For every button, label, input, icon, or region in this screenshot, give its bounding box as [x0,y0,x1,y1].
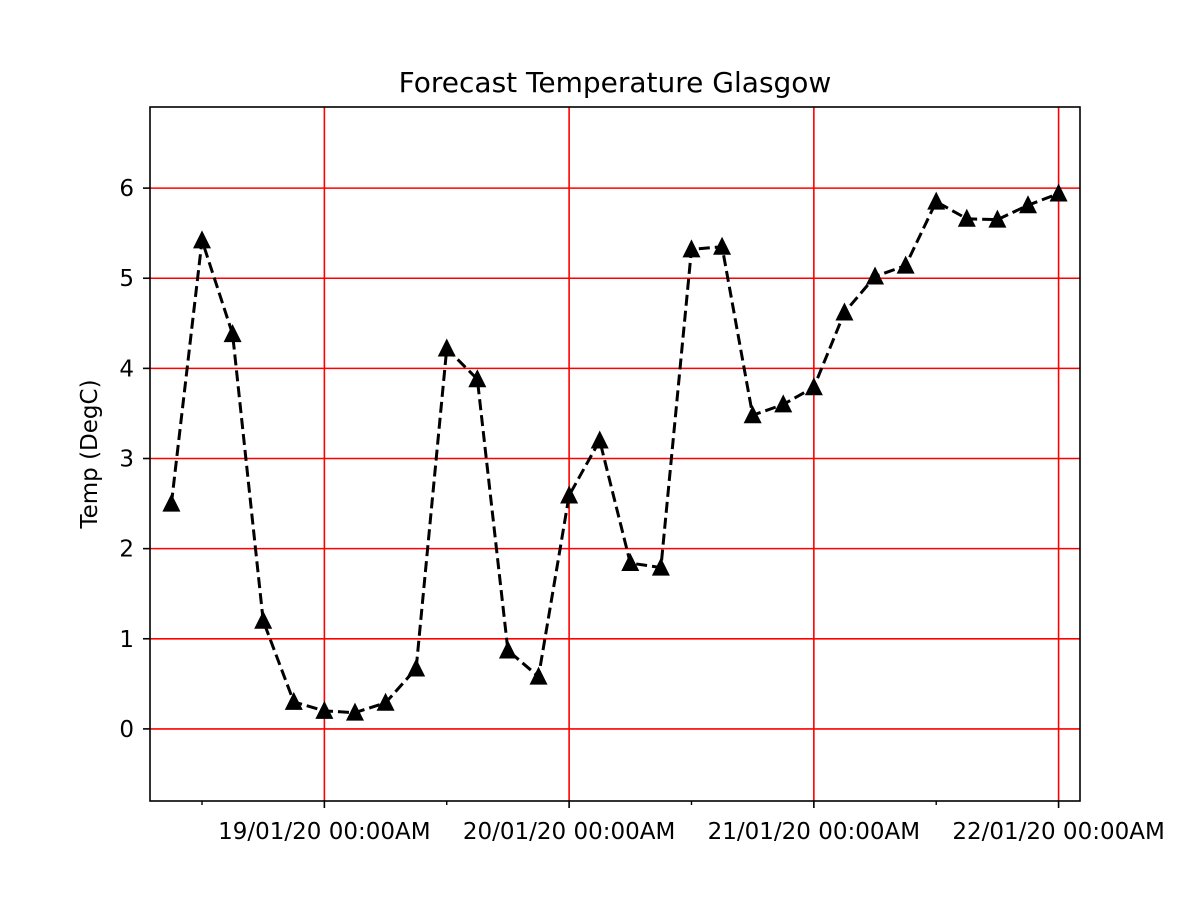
data-point-marker [590,430,609,449]
data-point-marker [743,405,762,424]
data-point-marker [529,666,548,685]
data-point-marker [315,700,334,719]
x-tick-label: 20/01/20 00:00AM [463,819,675,845]
data-point-marker [407,658,426,677]
data-point-marker [866,266,885,285]
x-tick-label: 21/01/20 00:00AM [708,819,920,845]
data-point-marker [437,338,456,357]
data-point-marker [957,208,976,227]
data-point-marker [835,302,854,321]
data-point-marker [284,691,303,710]
y-tick-label: 3 [119,447,134,473]
data-point-marker [804,377,823,396]
data-point-marker [1018,195,1037,214]
y-tick-label: 5 [119,266,134,292]
x-tick-label: 19/01/20 00:00AM [218,819,430,845]
data-point-marker [560,485,579,504]
y-axis-label: Temp (DegC) [77,379,103,529]
axis-ticks: 0 1 2 3 4 5 6 19/01/20 00:00AM 20/01/20 00:00AM 2… [119,176,1164,845]
plot-frame [149,106,1081,802]
data-point-marker [927,191,946,210]
data-point-marker [162,493,181,512]
data-point-marker [896,255,915,274]
data-point-marker [713,236,732,255]
data-point-marker [223,324,242,343]
y-tick-label: 0 [119,717,134,743]
y-tick-label: 6 [119,176,134,202]
data-point-marker [468,369,487,388]
y-tick-label: 2 [119,537,134,563]
data-point-marker [682,239,701,258]
data-point-marker [988,209,1007,228]
data-point-marker [774,394,793,413]
data-point-marker [1049,183,1068,202]
data-point-marker [376,692,395,711]
y-tick-label: 1 [119,627,134,653]
data-point-marker [345,702,364,721]
series-line [169,192,1060,715]
data-point-marker [621,553,640,572]
data-point-marker [193,230,212,249]
x-tick-label: 22/01/20 00:00AM [952,819,1164,845]
y-tick-label: 4 [119,356,134,382]
data-point-marker [254,610,273,629]
chart-title: Forecast Temperature Glasgow [399,66,832,99]
series-temperature [162,183,1068,721]
grid-lines [150,107,1080,801]
data-point-marker [498,640,517,659]
data-point-marker [651,557,670,576]
